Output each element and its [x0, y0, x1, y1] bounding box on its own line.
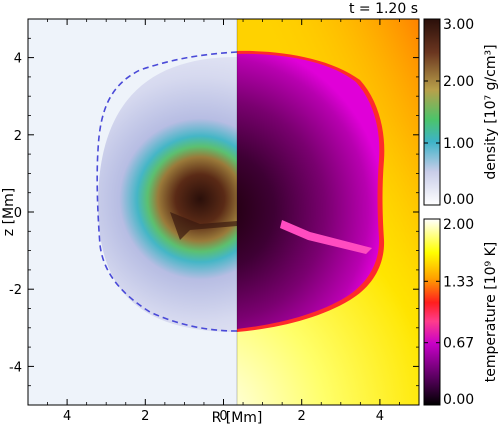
x-tick-label: 4 [376, 409, 384, 424]
x-tick-label: 0 [219, 409, 227, 424]
y-axis-label: z [Mm] [1, 188, 17, 236]
temperature-colorbar-label: temperature [10⁹ K] [483, 242, 499, 382]
colorbar-tick-label: 3.00 [443, 17, 474, 33]
density-colorbar-ticks: 0.00 1.00 2.00 3.00 [424, 17, 474, 208]
colorbar-tick-label: 0.67 [443, 336, 474, 352]
x-tick-label: 4 [63, 409, 71, 424]
density-blob [98, 57, 237, 332]
y-tick-label: -2 [9, 283, 22, 298]
temperature-blob [237, 53, 380, 329]
temperature-jet [280, 220, 372, 254]
x-tick-label: 2 [298, 409, 306, 424]
x-tick-label: 2 [141, 409, 149, 424]
y-tick-label: 2 [14, 129, 22, 144]
temperature-colorbar-ticks: 0.00 0.67 1.33 2.00 [424, 217, 474, 408]
y-tick-label: 0 [14, 206, 22, 221]
colorbar-tick-label: 0.00 [443, 192, 474, 208]
density-colorbar [423, 18, 441, 206]
colorbar-tick-label: 1.00 [443, 136, 474, 152]
y-tick-label: 4 [14, 52, 22, 67]
shock-contour [96, 51, 237, 332]
colorbar-tick-label: 1.33 [443, 274, 474, 290]
density-wedge [170, 212, 237, 240]
colorbar-tick-label: 2.00 [443, 217, 474, 233]
colorbar-tick-label: 2.00 [443, 74, 474, 90]
temperature-panel [237, 19, 419, 405]
y-tick-label: -4 [9, 360, 22, 375]
density-colorbar-label: density [10⁷ g/cm³] [483, 44, 499, 179]
axes: 4 2 0 2 4 -4 -2 0 2 4 [9, 18, 420, 424]
density-panel [28, 19, 237, 405]
x-axis-label: R [Mm] [212, 410, 263, 426]
colorbar-tick-label: 0.00 [443, 392, 474, 408]
temperature-colorbar [423, 218, 441, 406]
time-label: t = 1.20 s [349, 1, 418, 17]
